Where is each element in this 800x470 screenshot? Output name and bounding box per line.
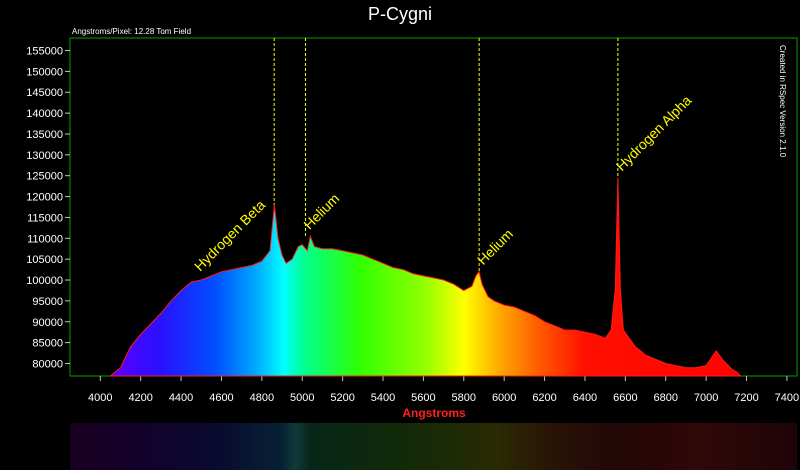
y-tick-label: 90000 [32, 317, 63, 329]
y-tick-label: 135000 [26, 129, 63, 141]
x-tick-label: 5600 [411, 392, 435, 404]
x-tick-label: 6200 [532, 392, 556, 404]
x-tick-label: 4000 [88, 392, 112, 404]
spectrum-area [109, 177, 742, 377]
y-tick-label: 120000 [26, 192, 63, 204]
annotation-label: Helium [474, 226, 516, 268]
y-tick-label: 85000 [32, 338, 63, 350]
chart-title: P-Cygni [367, 4, 433, 24]
y-tick-label: 145000 [26, 87, 63, 99]
y-tick-label: 110000 [27, 233, 63, 245]
x-tick-label: 4600 [209, 392, 233, 404]
y-tick-label: 115000 [27, 212, 63, 224]
annotation-label: Hydrogen Beta [191, 197, 269, 275]
spectrum-strip [70, 423, 797, 470]
x-tick-label: 5800 [452, 392, 476, 404]
y-tick-label: 125000 [26, 171, 63, 183]
x-tick-label: 4800 [250, 392, 274, 404]
y-tick-label: 80000 [32, 358, 63, 370]
y-tick-label: 105000 [26, 254, 63, 266]
x-tick-label: 7000 [694, 392, 718, 404]
y-tick-label: 95000 [32, 296, 63, 308]
y-tick-label: 155000 [26, 46, 63, 58]
y-tick-label: 130000 [26, 150, 63, 162]
x-tick-label: 6000 [492, 392, 516, 404]
x-tick-label: 5400 [371, 392, 395, 404]
y-tick-label: 100000 [26, 275, 63, 287]
x-tick-label: 6800 [653, 392, 677, 404]
x-tick-label: 7400 [775, 392, 799, 404]
x-tick-label: 6400 [573, 392, 597, 404]
x-tick-label: 5200 [330, 392, 354, 404]
y-tick-label: 150000 [26, 66, 63, 78]
x-tick-label: 4400 [169, 392, 193, 404]
x-axis-label: Angstroms [402, 406, 466, 420]
y-tick-label: 140000 [26, 108, 63, 120]
x-tick-label: 4200 [128, 392, 152, 404]
x-tick-label: 7200 [734, 392, 758, 404]
annotation-label: Helium [300, 190, 342, 232]
chart-subtitle: Angstroms/Pixel: 12.28 Tom Field [72, 27, 192, 36]
annotation-label: Hydrogen Alpha [613, 92, 695, 174]
x-tick-label: 5000 [290, 392, 314, 404]
x-tick-label: 6600 [613, 392, 637, 404]
